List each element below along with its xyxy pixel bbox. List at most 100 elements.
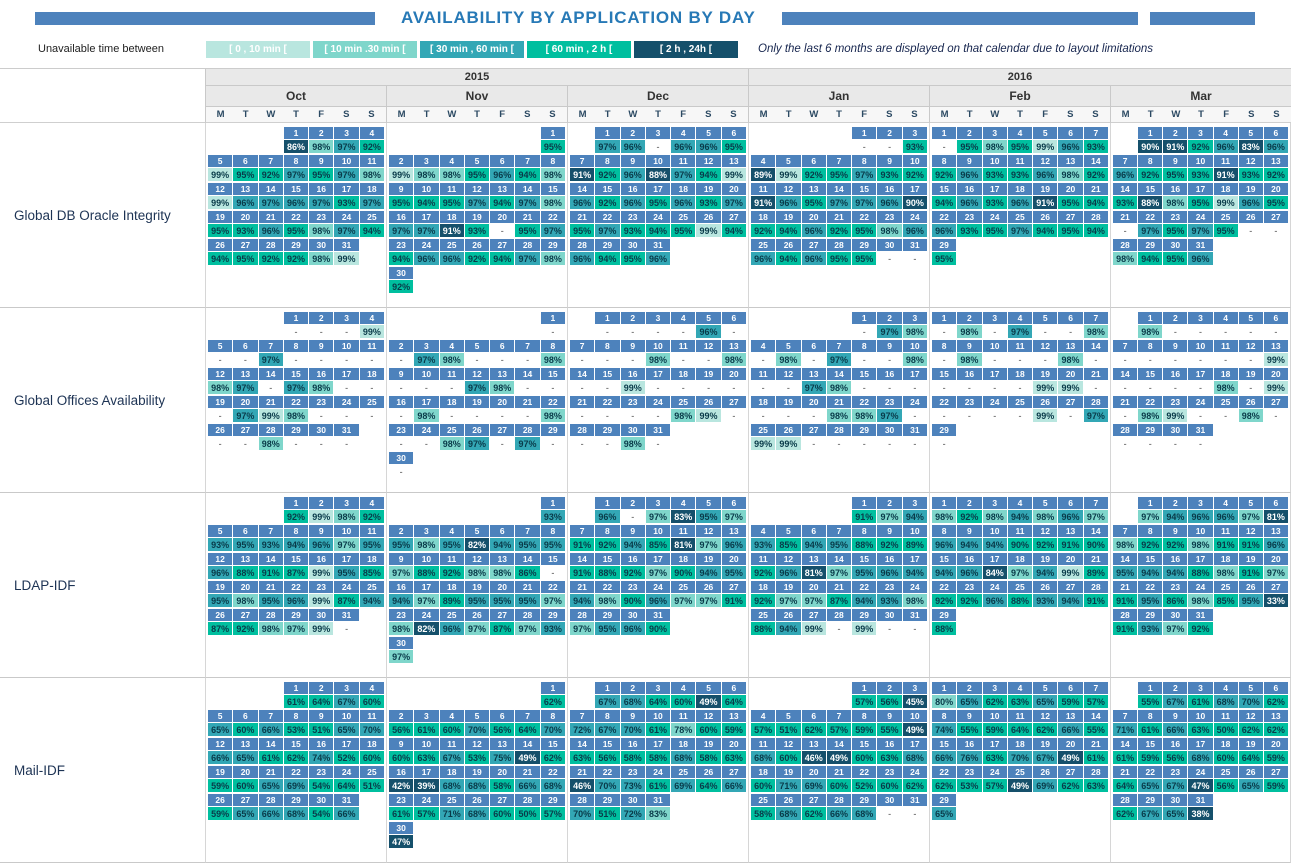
day-cell: 14: [570, 553, 595, 565]
month-calendar: 1 2 3 4 5 6 67% 68% 64% 60% 49% 64% 7 8 9 10 11 12 13 72% 67…: [567, 678, 748, 863]
availability-value-cell: 99%: [1033, 381, 1058, 394]
day-cell: 27: [233, 424, 258, 436]
month-calendar: 1 93% 2 3 4 5 6 7 8 95% 98% 95% 82% 94% 95% 95% 9 10 11 12 1…: [386, 493, 567, 678]
day-cell: 2: [389, 340, 414, 352]
day-cell: 12: [696, 340, 721, 352]
legend-item-2[interactable]: [ 30 min , 60 min [: [420, 40, 524, 58]
availability-value-cell: 65%: [1238, 779, 1263, 792]
calendar-week: 9 10 11 12 13 14 15- - -97% 98% - -: [389, 368, 565, 394]
availability-value-cell: -: [526, 382, 530, 393]
legend-item-3[interactable]: [ 60 min , 2 h [: [527, 40, 631, 58]
availability-value-cell: 56%: [389, 723, 414, 736]
availability-value-cell: -: [605, 354, 609, 365]
day-cell: 20: [1058, 738, 1083, 750]
availability-value-cell: [1214, 807, 1238, 820]
day-cell: 22: [852, 396, 877, 408]
day-cell: 19: [464, 766, 490, 778]
day-cell: [360, 794, 384, 806]
availability-value-cell: 59%: [1263, 751, 1288, 764]
day-cell: 27: [490, 794, 515, 806]
day-cell: 27: [490, 424, 515, 436]
day-cell: 31: [1188, 239, 1213, 251]
availability-value-cell: 93%: [1138, 622, 1163, 635]
availability-value-cell: -: [656, 438, 660, 449]
availability-value-cell: 92%: [233, 622, 258, 635]
day-cell: 13: [233, 553, 258, 565]
day-cell: 13: [801, 368, 826, 380]
availability-value-cell: [440, 695, 464, 708]
availability-value-cell: [1264, 622, 1288, 635]
day-cell: 24: [414, 609, 439, 621]
availability-value-cell: 96%: [957, 566, 982, 579]
availability-value-cell: 96%: [957, 196, 982, 209]
availability-value-cell: 94%: [1033, 224, 1058, 237]
year-header: 2016: [748, 69, 1291, 86]
availability-value-cell: -: [319, 326, 323, 337]
day-cell: [541, 267, 565, 279]
day-cell: 4: [439, 340, 464, 352]
day-cell: 16: [309, 368, 334, 380]
day-cell: [360, 424, 384, 436]
availability-value-cell: 91%: [1238, 566, 1263, 579]
day-cell: 30: [620, 609, 645, 621]
day-cell: 21: [1113, 211, 1138, 223]
availability-value-cell: 95%: [1163, 224, 1188, 237]
calendar-week: 5 6 7 8 9 10 11 93% 95% 93% 94% 96% 97% 95%: [208, 525, 384, 551]
availability-value-cell: 93%: [877, 168, 902, 181]
day-cell: 2: [877, 497, 902, 509]
availability-value-cell: -: [942, 354, 946, 365]
day-cell: [983, 609, 1007, 621]
day-cell: 14: [258, 738, 283, 750]
availability-value-cell: -: [551, 382, 555, 393]
calendar-week: 9 10 11 12 13 14 15 60% 63% 67% 53% 75% 49% 62%: [389, 738, 565, 764]
day-cell: 29: [932, 424, 957, 436]
availability-value-cell: -: [681, 326, 685, 337]
availability-value-cell: 65%: [1163, 807, 1188, 820]
availability-value-cell: 92%: [1188, 622, 1213, 635]
day-cell: 9: [389, 553, 414, 565]
availability-value-cell: 94%: [1058, 594, 1083, 607]
availability-value-cell: 96%: [1188, 510, 1213, 523]
availability-value-cell: 56%: [490, 723, 515, 736]
day-cell: 2: [389, 155, 414, 167]
header-bar-right: [781, 11, 1138, 25]
availability-value-cell: 92%: [595, 168, 620, 181]
day-cell: 11: [359, 525, 384, 537]
availability-value-cell: 92%: [464, 252, 490, 265]
day-cell: 8: [1138, 525, 1163, 537]
day-cell: 16: [957, 553, 982, 565]
legend-item-1[interactable]: [ 10 min .30 min [: [313, 40, 417, 58]
day-cell: 3: [982, 312, 1007, 324]
day-cell: 22: [540, 211, 565, 223]
day-cell: 19: [1238, 183, 1263, 195]
availability-value-cell: 95%: [570, 224, 595, 237]
availability-value-cell: [957, 622, 981, 635]
day-cell: 17: [414, 396, 439, 408]
availability-value-cell: 99%: [208, 196, 233, 209]
availability-value-cell: [1113, 695, 1137, 708]
availability-value-cell: 93%: [1238, 168, 1263, 181]
availability-value-cell: 92%: [258, 252, 283, 265]
day-cell: 27: [490, 609, 515, 621]
day-cell: 25: [751, 424, 776, 436]
availability-value-cell: 94%: [1083, 196, 1108, 209]
availability-value-cell: 50%: [515, 807, 540, 820]
availability-value-cell: 62%: [1058, 779, 1083, 792]
availability-value-cell: 97%: [464, 437, 490, 450]
day-cell: 13: [1263, 710, 1288, 722]
availability-value-cell: [414, 465, 438, 478]
day-cell: 17: [645, 183, 671, 195]
legend-item-0[interactable]: [ 0 , 10 min [: [206, 40, 310, 58]
availability-value-cell: 67%: [334, 695, 359, 708]
availability-value-cell: 98%: [1058, 353, 1083, 366]
day-cell: 31: [334, 424, 359, 436]
availability-value-cell: 66%: [208, 751, 233, 764]
day-cell: 29: [852, 424, 877, 436]
availability-value-cell: 92%: [877, 538, 902, 551]
day-cell: 20: [490, 211, 515, 223]
day-cell: 6: [1263, 497, 1288, 509]
legend-item-4[interactable]: [ 2 h , 24h [: [634, 40, 738, 58]
availability-value-cell: 93%: [540, 510, 565, 523]
availability-value-cell: 95%: [721, 140, 746, 153]
day-cell: 19: [696, 368, 721, 380]
